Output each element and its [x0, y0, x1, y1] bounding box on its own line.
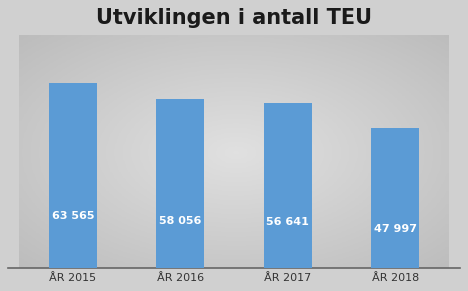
- Text: 47 997: 47 997: [373, 224, 417, 234]
- Text: 63 565: 63 565: [51, 211, 94, 221]
- Text: 56 641: 56 641: [266, 217, 309, 227]
- Bar: [371, 128, 419, 268]
- Title: Utviklingen i antall TEU: Utviklingen i antall TEU: [96, 8, 372, 28]
- Bar: [49, 83, 97, 268]
- Text: 58 056: 58 056: [159, 216, 201, 226]
- Bar: [263, 103, 312, 268]
- Bar: [156, 99, 205, 268]
